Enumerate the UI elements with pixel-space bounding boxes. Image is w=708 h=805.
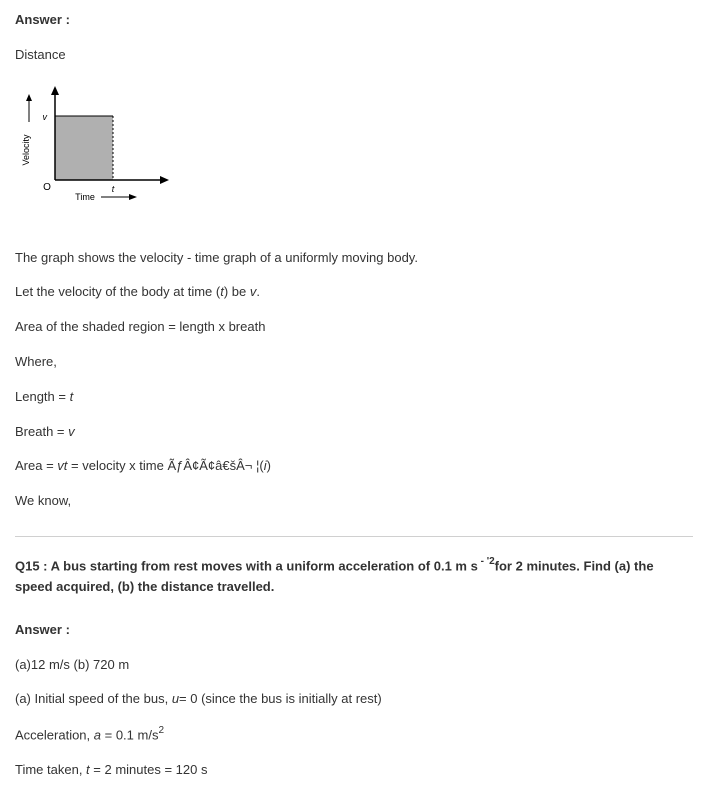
answer2-line2: (a) Initial speed of the bus, u= 0 (sinc… — [15, 689, 693, 710]
answer2-line3-var: a — [94, 728, 101, 743]
answer1-line5: Where, — [15, 352, 693, 373]
answer1-line6-t: t — [70, 389, 74, 404]
answer2-line3-a: Acceleration, — [15, 728, 94, 743]
answer1-line8: Area = vt = velocity x time ÃƒÂ¢Ã¢â€šÂ¬ … — [15, 456, 693, 477]
answer1-line3-b: ) be — [224, 284, 250, 299]
answer2-line4-b: = 2 minutes = 120 s — [90, 762, 208, 777]
answer1-line9: We know, — [15, 491, 693, 512]
q15-number: Q15 : — [15, 558, 48, 573]
graph-x-label: Time — [75, 192, 95, 202]
answer1-line7: Breath = v — [15, 422, 693, 443]
answer-2-block: Answer : (a)12 m/s (b) 720 m (a) Initial… — [15, 620, 693, 781]
answer1-line8-a: Area = — [15, 458, 57, 473]
graph-origin-label: O — [43, 182, 51, 193]
graph-y-label-arrow — [26, 94, 32, 101]
answer1-line3: Let the velocity of the body at time (t)… — [15, 282, 693, 303]
answer1-line3-a: Let the velocity of the body at time ( — [15, 284, 220, 299]
answer2-line4: Time taken, t = 2 minutes = 120 s — [15, 760, 693, 781]
answer1-line8-c: ) — [267, 458, 271, 473]
answer1-line7-v: v — [68, 424, 75, 439]
section-divider — [15, 536, 693, 537]
graph-x-arrow — [160, 176, 169, 184]
answer2-line3: Acceleration, a = 0.1 m/s2 — [15, 724, 693, 746]
answer2-heading: Answer : — [15, 620, 693, 641]
graph-y-tick-label: v — [43, 112, 48, 122]
answer1-line6: Length = t — [15, 387, 693, 408]
answer2-line1: (a)12 m/s (b) 720 m — [15, 655, 693, 676]
answer1-line6-a: Length = — [15, 389, 70, 404]
answer2-line4-a: Time taken, — [15, 762, 86, 777]
answer1-line7-a: Breath = — [15, 424, 68, 439]
q15-superscript: - '2 — [478, 556, 495, 567]
answer1-line4: Area of the shaded region = length x bre… — [15, 317, 693, 338]
answer-1-block: Answer : Distance v t O Velocity — [15, 10, 693, 512]
answer-heading: Answer : — [15, 10, 693, 31]
graph-x-tick-label: t — [112, 184, 115, 194]
answer1-line8-vt: vt — [57, 458, 67, 473]
graph-shaded-region — [55, 116, 113, 180]
answer1-line8-b: = velocity x time ÃƒÂ¢Ã¢â€šÂ¬ ¦( — [67, 458, 263, 473]
q15-text-a: A bus starting from rest moves with a un… — [48, 558, 478, 573]
graph-y-arrow — [51, 86, 59, 95]
velocity-time-graph: v t O Velocity Time — [15, 80, 693, 230]
graph-x-label-arrow — [129, 194, 137, 200]
answer2-line2-b: = 0 (since the bus is initially at rest) — [179, 691, 382, 706]
answer1-line3-c: . — [256, 284, 260, 299]
answer2-line2-u: u — [172, 691, 179, 706]
graph-svg: v t O Velocity Time — [15, 80, 175, 230]
graph-y-label: Velocity — [21, 134, 31, 166]
answer2-line3-sup: 2 — [158, 725, 164, 736]
question-15: Q15 : A bus starting from rest moves wit… — [15, 555, 693, 598]
answer1-distance: Distance — [15, 45, 693, 66]
answer1-line2: The graph shows the velocity - time grap… — [15, 248, 693, 269]
answer2-line2-a: (a) Initial speed of the bus, — [15, 691, 172, 706]
answer2-line3-b: = 0.1 m/s — [101, 728, 158, 743]
